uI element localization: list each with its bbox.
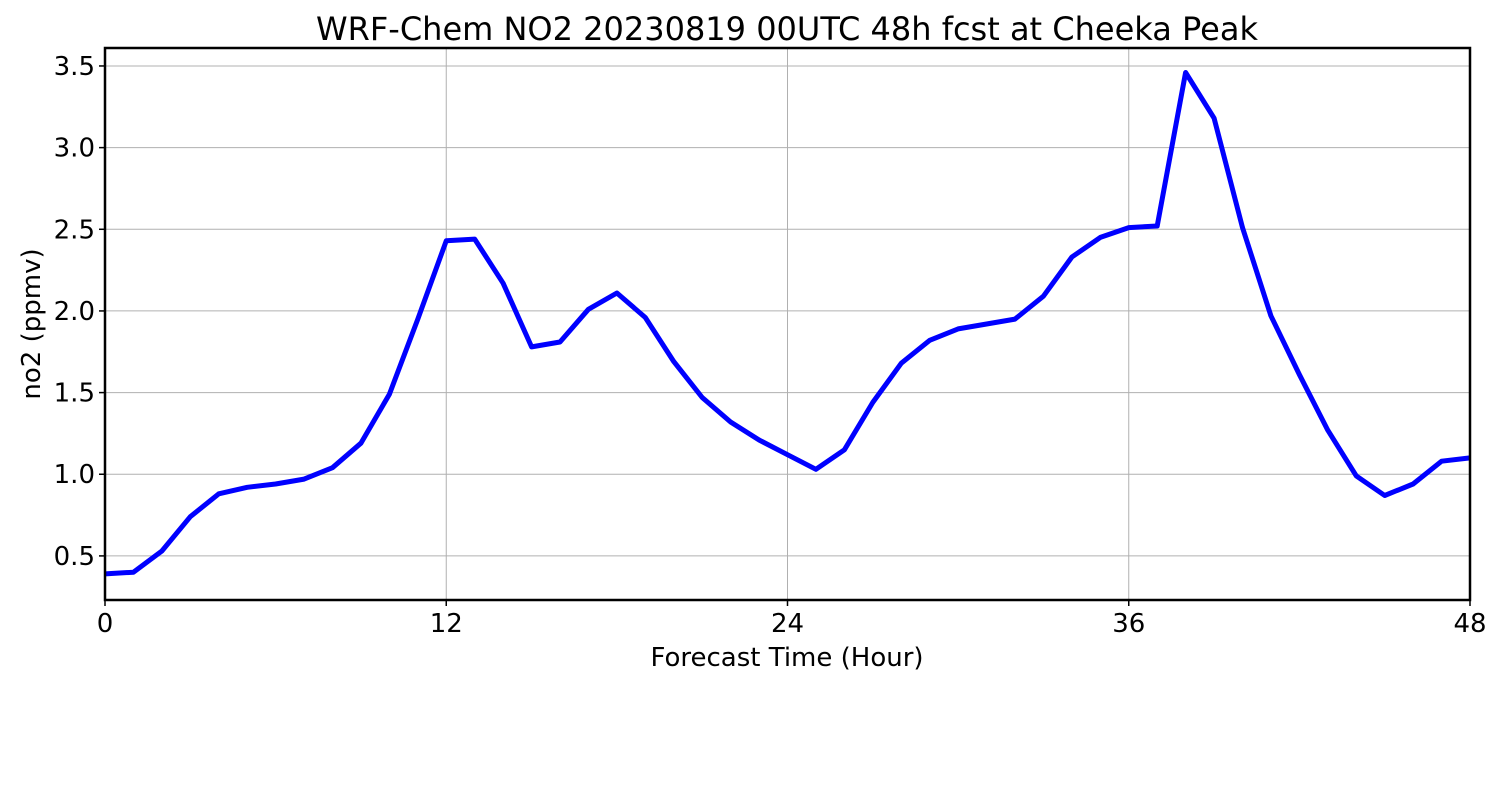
- y-axis-label: no2 (ppmv): [17, 248, 47, 399]
- y-tick-label: 2.5: [54, 215, 95, 245]
- x-tick-label: 36: [1112, 609, 1145, 639]
- x-axis-label: Forecast Time (Hour): [650, 643, 923, 673]
- x-tick-label: 0: [97, 609, 114, 639]
- x-tick-label: 24: [771, 609, 804, 639]
- series-layer: [104, 70, 1471, 577]
- x-tick-label: 48: [1453, 609, 1486, 639]
- chart-title: WRF-Chem NO2 20230819 00UTC 48h fcst at …: [316, 10, 1258, 48]
- y-tick-label: 3.5: [54, 52, 95, 82]
- grid-lines: [104, 48, 1471, 600]
- axis-ticks: 0 12 24 36 48 0.5 1.0 1.5 2.0 2.5 3.0 3.5: [54, 52, 1487, 639]
- y-tick-label: 2.0: [54, 297, 95, 327]
- y-tick-label: 1.0: [54, 460, 95, 490]
- x-tick-label: 12: [430, 609, 463, 639]
- y-tick-label: 3.0: [54, 134, 95, 164]
- y-tick-label: 0.5: [54, 542, 95, 572]
- y-tick-label: 1.5: [54, 379, 95, 409]
- no2-series-line: [104, 70, 1471, 577]
